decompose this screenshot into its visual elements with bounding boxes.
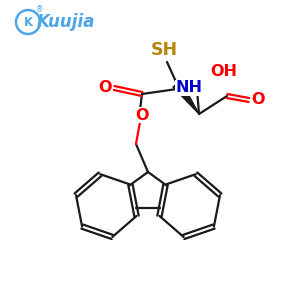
- Text: K: K: [23, 16, 33, 28]
- Text: O: O: [251, 92, 265, 106]
- Text: Kuujia: Kuujia: [37, 13, 95, 31]
- Text: O: O: [98, 80, 112, 94]
- Text: OH: OH: [211, 64, 238, 79]
- Text: SH: SH: [150, 41, 178, 59]
- Text: NH: NH: [176, 80, 203, 95]
- Text: O: O: [135, 107, 149, 122]
- Polygon shape: [173, 81, 199, 114]
- Text: ®: ®: [36, 5, 44, 14]
